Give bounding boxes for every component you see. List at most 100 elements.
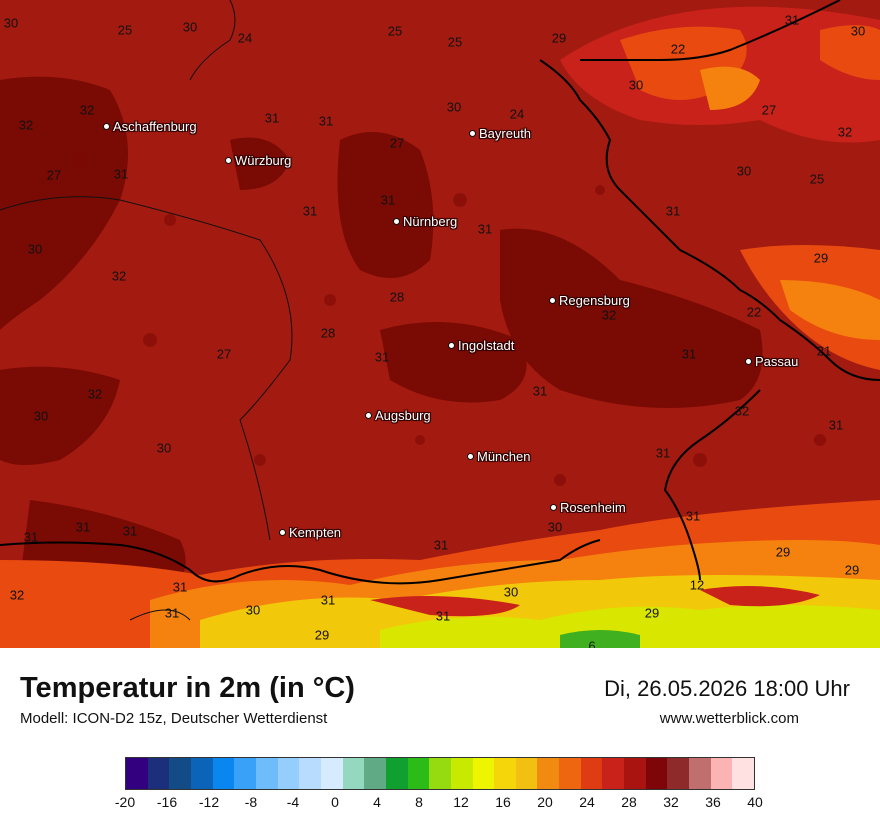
temp-value: 30 bbox=[547, 519, 563, 535]
legend-swatch bbox=[299, 758, 321, 789]
legend-swatch bbox=[732, 758, 755, 789]
temp-value: 30 bbox=[182, 19, 198, 35]
temp-value: 32 bbox=[79, 102, 95, 118]
legend-ticks: -20 -16 -12 -8 -4 0 4 8 12 16 20 24 28 32 36 40 bbox=[115, 794, 763, 814]
temp-value: 31 bbox=[113, 166, 129, 182]
temp-value: 30 bbox=[850, 23, 866, 39]
legend-tick-label: -12 bbox=[198, 794, 220, 810]
temp-value: 12 bbox=[689, 577, 705, 593]
city-dot-icon bbox=[365, 412, 372, 420]
city-dot-icon bbox=[448, 342, 455, 350]
city-dot-icon bbox=[279, 529, 286, 537]
legend-swatch bbox=[407, 758, 430, 789]
temp-value: 31 bbox=[318, 113, 334, 129]
temp-value: 25 bbox=[447, 34, 463, 50]
legend-swatch bbox=[190, 758, 213, 789]
legend-tick-label: -4 bbox=[286, 794, 300, 810]
temp-value: 32 bbox=[837, 124, 853, 140]
temperature-map: Aschaffenburg Würzburg Bayreuth Nürnberg… bbox=[0, 0, 880, 648]
temp-value: 31 bbox=[264, 110, 280, 126]
texture-dots bbox=[72, 152, 826, 486]
temp-value: 29 bbox=[644, 605, 660, 621]
legend-tick-label: 20 bbox=[537, 794, 553, 810]
legend-swatch bbox=[602, 758, 625, 789]
temp-value: 31 bbox=[320, 592, 336, 608]
temp-value: 29 bbox=[551, 30, 567, 46]
temp-value: 31 bbox=[435, 608, 451, 624]
city-ingolstadt: Ingolstadt bbox=[448, 338, 514, 353]
legend-swatch bbox=[364, 758, 386, 789]
legend-tick-label: 4 bbox=[373, 794, 381, 810]
legend-swatch bbox=[559, 758, 581, 789]
temp-value: 29 bbox=[775, 544, 791, 560]
temp-value: 31 bbox=[655, 445, 671, 461]
temp-value: 30 bbox=[628, 77, 644, 93]
temp-value: 31 bbox=[75, 519, 91, 535]
temp-value: 31 bbox=[164, 605, 180, 621]
legend-tick-label: 8 bbox=[415, 794, 423, 810]
city-augsburg: Augsburg bbox=[365, 408, 431, 423]
temp-value: 31 bbox=[23, 529, 39, 545]
legend-tick-label: 12 bbox=[453, 794, 469, 810]
legend-swatch bbox=[147, 758, 170, 789]
legend-tick-label: 40 bbox=[747, 794, 763, 810]
temp-value: 31 bbox=[665, 203, 681, 219]
map-title: Temperatur in 2m (in °C) bbox=[20, 672, 355, 704]
legend-swatch bbox=[342, 758, 365, 789]
legend-tick-label: 24 bbox=[579, 794, 595, 810]
city-dot-icon bbox=[550, 504, 557, 512]
temp-value: 31 bbox=[828, 417, 844, 433]
country-borders bbox=[0, 0, 880, 585]
temp-value: 30 bbox=[33, 408, 49, 424]
temp-value: 24 bbox=[237, 30, 253, 46]
legend-tick-label: 32 bbox=[663, 794, 679, 810]
temp-value: 30 bbox=[446, 99, 462, 115]
temp-value: 6 bbox=[588, 638, 596, 649]
legend-swatch bbox=[580, 758, 603, 789]
city-wuerzburg: Würzburg bbox=[225, 153, 291, 168]
city-rosenheim: Rosenheim bbox=[550, 500, 626, 515]
legend-swatch bbox=[429, 758, 451, 789]
region-borders bbox=[0, 0, 293, 621]
temp-value: 27 bbox=[216, 346, 232, 362]
temp-value: 27 bbox=[389, 135, 405, 151]
legend-tick-label: -8 bbox=[244, 794, 258, 810]
color-legend bbox=[125, 757, 755, 790]
legend-swatch bbox=[537, 758, 560, 789]
temp-value: 28 bbox=[389, 289, 405, 305]
temp-value: 32 bbox=[111, 268, 127, 284]
city-dot-icon bbox=[469, 130, 476, 138]
temp-value: 25 bbox=[809, 171, 825, 187]
legend-tick-label: 16 bbox=[495, 794, 511, 810]
legend-tick-label: 0 bbox=[331, 794, 339, 810]
legend-swatch bbox=[689, 758, 711, 789]
legend-swatch bbox=[255, 758, 278, 789]
city-nuernberg: Nürnberg bbox=[393, 214, 457, 229]
temp-value: 30 bbox=[27, 241, 43, 257]
city-dot-icon bbox=[745, 358, 752, 366]
temp-value: 31 bbox=[685, 508, 701, 524]
temp-value: 32 bbox=[18, 117, 34, 133]
map-footer: Temperatur in 2m (in °C) Modell: ICON-D2… bbox=[0, 648, 880, 830]
forecast-datetime: Di, 26.05.2026 18:00 Uhr bbox=[604, 676, 850, 701]
temp-value: 29 bbox=[314, 627, 330, 643]
temp-value: 27 bbox=[761, 102, 777, 118]
northeast-cool-zone bbox=[560, 6, 880, 370]
city-bayreuth: Bayreuth bbox=[469, 126, 531, 141]
legend-swatch bbox=[645, 758, 668, 789]
temp-value: 27 bbox=[46, 167, 62, 183]
temp-value: 25 bbox=[387, 23, 403, 39]
temp-value: 30 bbox=[245, 602, 261, 618]
temp-value: 30 bbox=[3, 15, 19, 31]
city-dot-icon bbox=[225, 157, 232, 165]
city-dot-icon bbox=[467, 453, 474, 461]
legend-tick-label: -16 bbox=[156, 794, 178, 810]
city-passau: Passau bbox=[745, 354, 798, 369]
temp-value: 24 bbox=[509, 106, 525, 122]
city-aschaffenburg: Aschaffenburg bbox=[103, 119, 197, 134]
temp-value: 31 bbox=[380, 192, 396, 208]
legend-swatch bbox=[667, 758, 690, 789]
legend-swatch bbox=[320, 758, 343, 789]
temp-value: 30 bbox=[503, 584, 519, 600]
temp-value: 31 bbox=[681, 346, 697, 362]
